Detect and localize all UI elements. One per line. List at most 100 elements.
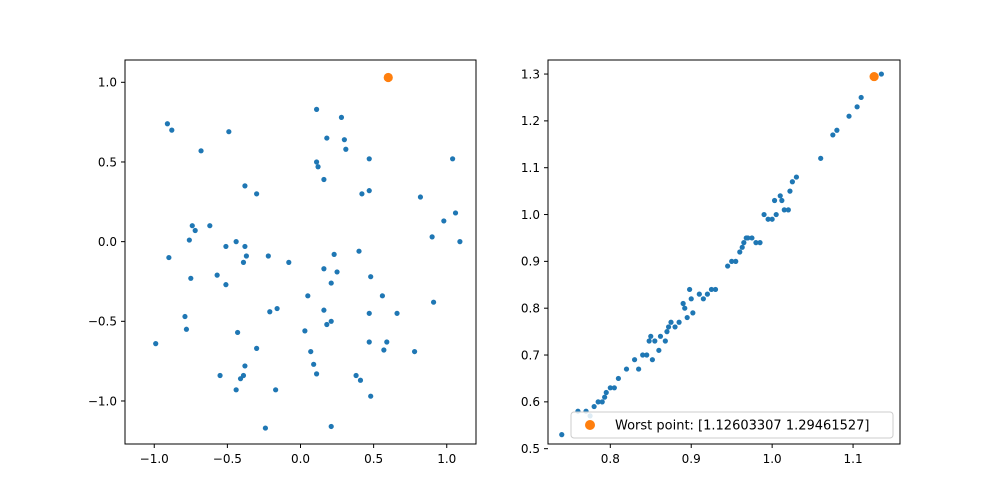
left-scatter-point [356, 248, 362, 254]
right-scatter-point [708, 286, 715, 293]
right-axes-frame [547, 59, 901, 445]
left-scatter-point [313, 159, 320, 165]
right-scatter-point [741, 240, 747, 246]
right-scatter-point [623, 366, 630, 372]
right-scatter-point [779, 197, 785, 204]
right-scatter-point [644, 352, 650, 358]
legend-label: Worst point: [1.12603307 1.29461527] [615, 419, 869, 434]
right-x-tick-label: 1.1 [844, 452, 863, 466]
left-scatter-point [328, 280, 334, 286]
right-scatter-points [559, 71, 884, 438]
right-y-tick-label: 0.8 [521, 301, 540, 315]
right-scatter-point [846, 113, 852, 119]
right-scatter-point [668, 319, 674, 325]
left-scatter-point [273, 387, 279, 393]
right-scatter-point [615, 375, 622, 382]
right-scatter-chart: 0.8 0.9 1.0 1.1 0.5 0.6 0.7 0.8 0.9 1.0 1.1 1.2 1.3… [521, 59, 901, 466]
left-scatter-point [429, 234, 435, 240]
left-scatter-point [366, 156, 372, 162]
left-x-tick-label: 1.0 [437, 452, 456, 466]
left-scatter-point [384, 339, 390, 345]
left-scatter-chart: −1.0 −0.5 0.0 0.5 1.0 −1.0 −0.5 0.0 0.5 1.0 [88, 59, 477, 466]
right-scatter-point [785, 207, 791, 213]
right-x-ticks: 0.8 0.9 1.0 1.1 [601, 444, 863, 466]
right-scatter-point [688, 296, 694, 302]
left-x-tick-label: −1.0 [140, 452, 169, 466]
left-scatter-point [254, 191, 260, 197]
right-scatter-point [649, 357, 655, 363]
left-scatter-point [366, 188, 372, 194]
left-scatter-point [334, 269, 340, 275]
left-scatter-point [153, 341, 159, 347]
right-scatter-point [595, 399, 601, 405]
right-scatter-point [682, 305, 688, 311]
left-scatter-point [214, 272, 220, 278]
left-scatter-point [353, 372, 359, 379]
left-scatter-point [240, 259, 247, 265]
left-scatter-point [343, 146, 349, 152]
left-scatter-point [217, 372, 223, 379]
left-scatter-point [321, 266, 327, 272]
right-scatter-point [771, 197, 778, 204]
right-scatter-point [749, 235, 755, 241]
left-scatter-point [411, 348, 418, 355]
right-scatter-point [607, 385, 613, 391]
legend: Worst point: [1.12603307 1.29461527] [570, 411, 894, 439]
right-scatter-point [729, 258, 735, 264]
right-scatter-point [665, 324, 672, 330]
left-scatter-point [366, 339, 372, 345]
right-y-tick-label: 1.3 [521, 67, 540, 81]
right-scatter-point [737, 249, 743, 255]
right-x-tick-label: 0.9 [682, 452, 701, 466]
left-scatter-point [189, 223, 195, 229]
right-y-tick-label: 0.6 [521, 395, 540, 409]
left-scatter-point [226, 129, 232, 135]
right-scatter-point [690, 310, 696, 316]
left-scatter-point [237, 376, 244, 382]
right-scatter-point [591, 403, 597, 410]
right-scatter-point [664, 329, 670, 335]
right-scatter-point [684, 314, 690, 321]
left-x-tick-label: −0.5 [213, 452, 242, 466]
left-y-tick-label: 1.0 [98, 76, 117, 90]
left-scatter-point [368, 274, 374, 280]
left-scatter-point [450, 156, 456, 162]
left-scatter-point [313, 371, 320, 377]
left-scatter-point [183, 326, 190, 332]
left-x-ticks: −1.0 −0.5 0.0 0.5 1.0 [140, 444, 456, 466]
right-scatter-point [662, 338, 668, 344]
left-scatter-point [265, 253, 271, 259]
left-scatter-point [328, 318, 334, 324]
right-scatter-point [640, 352, 646, 358]
left-scatter-point [331, 251, 337, 257]
left-scatter-point [182, 313, 188, 320]
right-highlight-layer [869, 71, 879, 82]
left-scatter-point [359, 191, 365, 197]
left-scatter-point [242, 183, 248, 189]
right-x-tick-label: 1.0 [763, 452, 782, 466]
left-scatter-point [321, 176, 327, 183]
left-scatter-point [198, 148, 204, 154]
left-plot-area [125, 60, 476, 444]
right-scatter-point [739, 244, 745, 250]
left-scatter-point [186, 237, 192, 243]
right-scatter-point [611, 385, 617, 391]
legend-marker [585, 420, 595, 430]
left-scatter-point [274, 305, 280, 312]
right-scatter-point [765, 216, 771, 222]
left-scatter-point [324, 321, 330, 328]
right-scatter-point [657, 333, 664, 339]
right-scatter-point [602, 394, 608, 400]
left-scatter-point [243, 253, 249, 259]
left-scatter-point [188, 275, 194, 281]
right-scatter-point [789, 179, 795, 185]
left-scatter-point [368, 393, 374, 399]
right-scatter-point [854, 104, 860, 110]
left-scatter-point [235, 329, 241, 336]
right-scatter-point [761, 211, 767, 218]
right-scatter-point [559, 432, 565, 438]
left-scatter-point [430, 299, 437, 305]
right-scatter-point [818, 155, 824, 161]
right-y-tick-label: 1.2 [521, 114, 540, 128]
left-scatter-point [169, 127, 175, 133]
